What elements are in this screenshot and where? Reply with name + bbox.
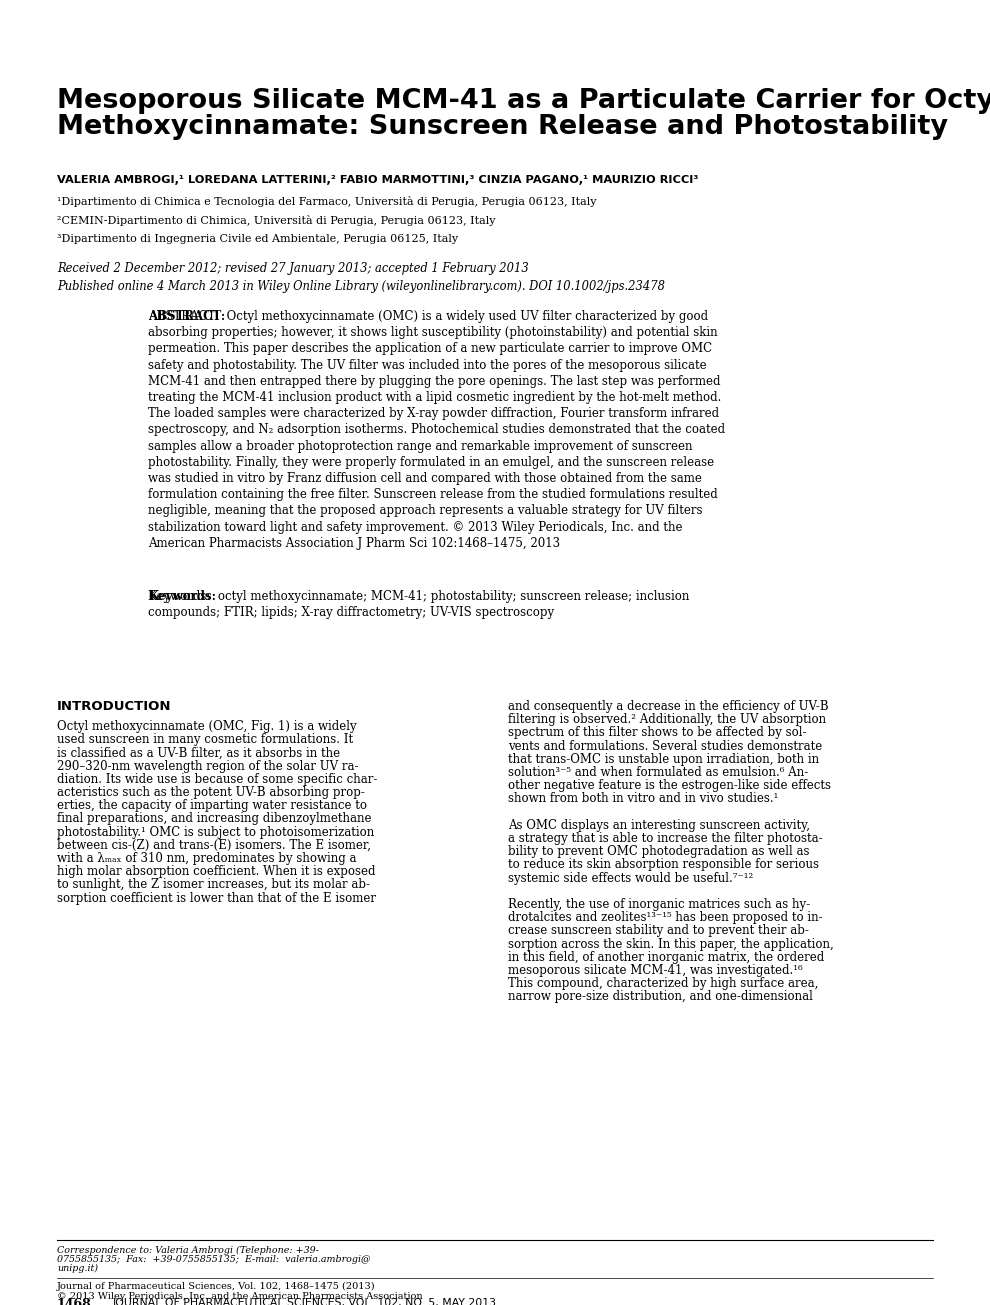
Text: narrow pore-size distribution, and one-dimensional: narrow pore-size distribution, and one-d…: [508, 990, 813, 1004]
Text: Correspondence to: Valeria Ambrogi (Telephone: +39-: Correspondence to: Valeria Ambrogi (Tele…: [57, 1246, 319, 1255]
Text: solution³⁻⁵ and when formulated as emulsion.⁶ An-: solution³⁻⁵ and when formulated as emuls…: [508, 766, 808, 779]
Text: high molar absorption coefficient. When it is exposed: high molar absorption coefficient. When …: [57, 865, 375, 878]
Text: crease sunscreen stability and to prevent their ab-: crease sunscreen stability and to preven…: [508, 924, 809, 937]
Text: spectrum of this filter shows to be affected by sol-: spectrum of this filter shows to be affe…: [508, 727, 807, 740]
Text: acteristics such as the potent UV-B absorbing prop-: acteristics such as the potent UV-B abso…: [57, 786, 365, 799]
Text: As OMC displays an interesting sunscreen activity,: As OMC displays an interesting sunscreen…: [508, 818, 810, 831]
Text: VALERIA AMBROGI,¹ LOREDANA LATTERINI,² FABIO MARMOTTINI,³ CINZIA PAGANO,¹ MAURIZ: VALERIA AMBROGI,¹ LOREDANA LATTERINI,² F…: [57, 175, 698, 185]
Text: Recently, the use of inorganic matrices such as hy-: Recently, the use of inorganic matrices …: [508, 898, 810, 911]
Text: 0755855135;  Fax:  +39-0755855135;  E-mail:  valeria.ambrogi@: 0755855135; Fax: +39-0755855135; E-mail:…: [57, 1255, 370, 1265]
Text: ABSTRACT:  Octyl methoxycinnamate (OMC) is a widely used UV filter characterized: ABSTRACT: Octyl methoxycinnamate (OMC) i…: [148, 311, 725, 549]
Text: systemic side effects would be useful.⁷⁻¹²: systemic side effects would be useful.⁷⁻…: [508, 872, 753, 885]
Text: diation. Its wide use is because of some specific char-: diation. Its wide use is because of some…: [57, 773, 377, 786]
Text: with a λₘₐₓ of 310 nm, predominates by showing a: with a λₘₐₓ of 310 nm, predominates by s…: [57, 852, 356, 865]
Text: to sunlight, the Z isomer increases, but its molar ab-: to sunlight, the Z isomer increases, but…: [57, 878, 370, 891]
Text: and consequently a decrease in the efficiency of UV-B: and consequently a decrease in the effic…: [508, 699, 829, 713]
Text: unipg.it): unipg.it): [57, 1265, 98, 1274]
Text: other negative feature is the estrogen-like side effects: other negative feature is the estrogen-l…: [508, 779, 831, 792]
Text: Methoxycinnamate: Sunscreen Release and Photostability: Methoxycinnamate: Sunscreen Release and …: [57, 114, 948, 140]
Text: ¹Dipartimento di Chimica e Tecnologia del Farmaco, Università di Perugia, Perugi: ¹Dipartimento di Chimica e Tecnologia de…: [57, 196, 597, 207]
Text: INTRODUCTION: INTRODUCTION: [57, 699, 171, 713]
Text: vents and formulations. Several studies demonstrate: vents and formulations. Several studies …: [508, 740, 823, 753]
Text: bility to prevent OMC photodegradation as well as: bility to prevent OMC photodegradation a…: [508, 846, 810, 859]
Text: Published online 4 March 2013 in Wiley Online Library (wileyonlinelibrary.com). : Published online 4 March 2013 in Wiley O…: [57, 281, 665, 294]
Text: shown from both in vitro and in vivo studies.¹: shown from both in vitro and in vivo stu…: [508, 792, 778, 805]
Text: 1468: 1468: [57, 1298, 92, 1305]
Text: is classified as a UV-B filter, as it absorbs in the: is classified as a UV-B filter, as it ab…: [57, 746, 341, 760]
Text: ³Dipartimento di Ingegneria Civile ed Ambientale, Perugia 06125, Italy: ³Dipartimento di Ingegneria Civile ed Am…: [57, 234, 458, 244]
Text: Keywords:  octyl methoxycinnamate; MCM-41; photostability; sunscreen release; in: Keywords: octyl methoxycinnamate; MCM-41…: [148, 590, 689, 619]
Text: filtering is observed.² Additionally, the UV absorption: filtering is observed.² Additionally, th…: [508, 714, 826, 726]
Text: ²CEMIN-Dipartimento di Chimica, Università di Perugia, Perugia 06123, Italy: ²CEMIN-Dipartimento di Chimica, Universi…: [57, 215, 496, 226]
Text: 290–320-nm wavelength region of the solar UV ra-: 290–320-nm wavelength region of the sola…: [57, 760, 358, 773]
Text: sorption coefficient is lower than that of the E isomer: sorption coefficient is lower than that …: [57, 891, 376, 904]
Text: mesoporous silicate MCM-41, was investigated.¹⁶: mesoporous silicate MCM-41, was investig…: [508, 964, 803, 977]
Text: photostability.¹ OMC is subject to photoisomerization: photostability.¹ OMC is subject to photo…: [57, 826, 374, 839]
Text: Received 2 December 2012; revised 27 January 2013; accepted 1 February 2013: Received 2 December 2012; revised 27 Jan…: [57, 262, 529, 275]
Text: to reduce its skin absorption responsible for serious: to reduce its skin absorption responsibl…: [508, 859, 819, 872]
Text: Octyl methoxycinnamate (OMC, Fig. 1) is a widely: Octyl methoxycinnamate (OMC, Fig. 1) is …: [57, 720, 356, 733]
Text: ABSTRACT:: ABSTRACT:: [148, 311, 226, 324]
Text: sorption across the skin. In this paper, the application,: sorption across the skin. In this paper,…: [508, 937, 834, 950]
Text: Journal of Pharmaceutical Sciences, Vol. 102, 1468–1475 (2013): Journal of Pharmaceutical Sciences, Vol.…: [57, 1282, 375, 1291]
Text: in this field, of another inorganic matrix, the ordered: in this field, of another inorganic matr…: [508, 951, 825, 964]
Text: This compound, characterized by high surface area,: This compound, characterized by high sur…: [508, 977, 819, 990]
Text: erties, the capacity of imparting water resistance to: erties, the capacity of imparting water …: [57, 799, 367, 812]
Text: © 2013 Wiley Periodicals, Inc. and the American Pharmacists Association: © 2013 Wiley Periodicals, Inc. and the A…: [57, 1292, 423, 1301]
Text: drotalcites and zeolites¹³⁻¹⁵ has been proposed to in-: drotalcites and zeolites¹³⁻¹⁵ has been p…: [508, 911, 823, 924]
Text: a strategy that is able to increase the filter photosta-: a strategy that is able to increase the …: [508, 833, 823, 846]
Text: between cis-(Z) and trans-(E) isomers. The E isomer,: between cis-(Z) and trans-(E) isomers. T…: [57, 839, 371, 852]
Text: that trans-OMC is unstable upon irradiation, both in: that trans-OMC is unstable upon irradiat…: [508, 753, 819, 766]
Text: Mesoporous Silicate MCM-41 as a Particulate Carrier for Octyl: Mesoporous Silicate MCM-41 as a Particul…: [57, 87, 990, 114]
Text: final preparations, and increasing dibenzoylmethane: final preparations, and increasing diben…: [57, 813, 371, 825]
Text: Keywords:: Keywords:: [148, 590, 216, 603]
Text: JOURNAL OF PHARMACEUTICAL SCIENCES, VOL. 102, NO. 5, MAY 2013: JOURNAL OF PHARMACEUTICAL SCIENCES, VOL.…: [112, 1298, 496, 1305]
Text: used sunscreen in many cosmetic formulations. It: used sunscreen in many cosmetic formulat…: [57, 733, 353, 746]
